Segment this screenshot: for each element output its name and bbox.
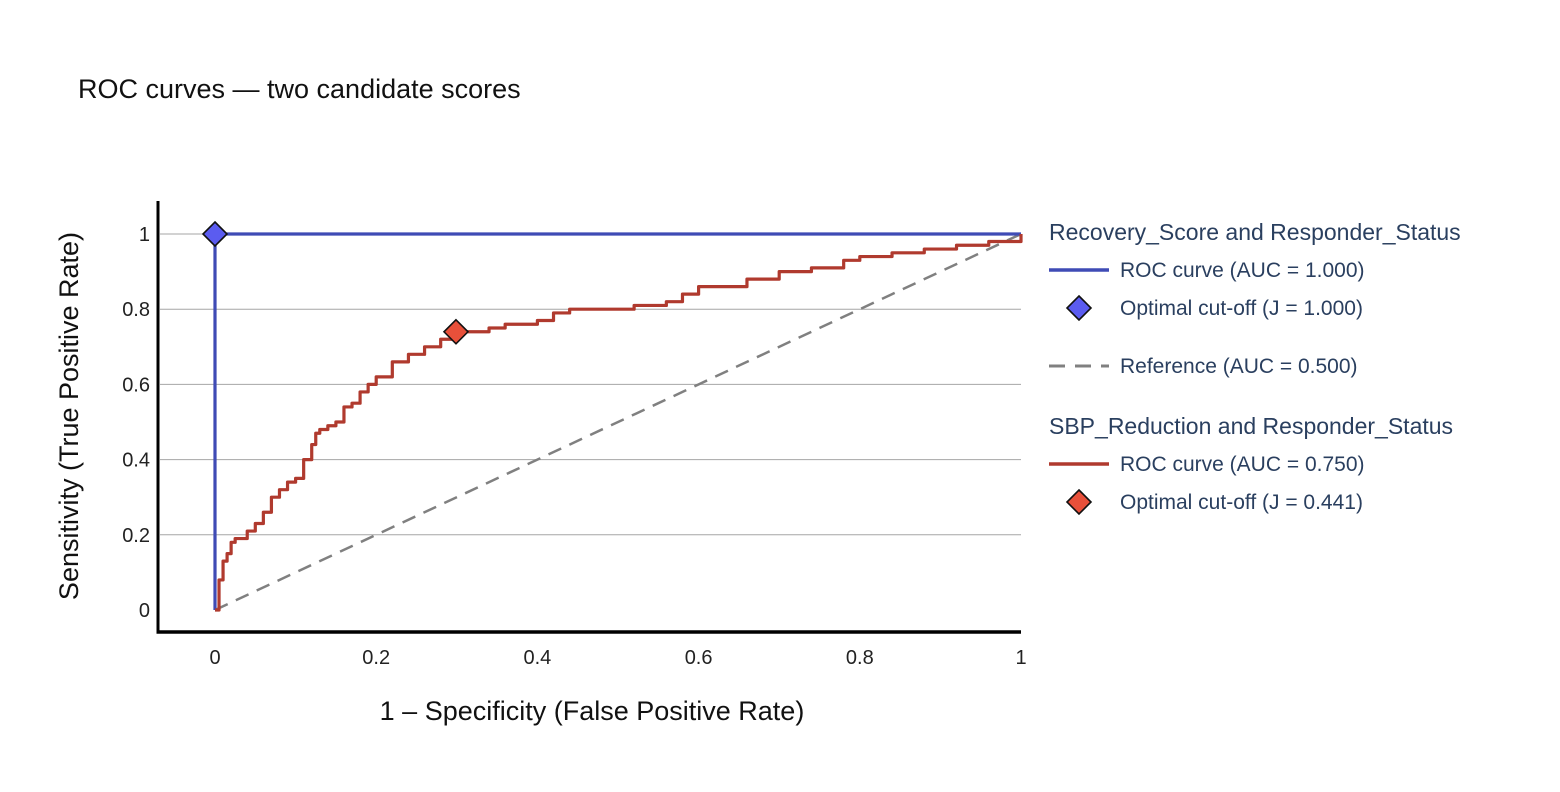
legend-item-label: Optimal cut-off (J = 1.000) — [1120, 297, 1363, 320]
optimal-cutoff-marker — [442, 318, 470, 345]
chart-title: ROC curves — two candidate scores — [78, 74, 521, 104]
legend-group-title: SBP_Reduction and Responder_Status — [1049, 413, 1453, 439]
y-tick-label: 0 — [139, 600, 150, 622]
legend-item-label: Optimal cut-off (J = 0.441) — [1120, 491, 1363, 514]
x-axis-title: 1 – Specificity (False Positive Rate) — [380, 696, 805, 726]
x-tick-label: 0.4 — [523, 647, 551, 669]
legend-item-label: ROC curve (AUC = 1.000) — [1120, 259, 1365, 282]
y-tick-label: 0.2 — [122, 525, 150, 547]
x-tick-label: 0.2 — [362, 647, 390, 669]
axes — [156, 201, 1021, 634]
legend-diamond-swatch — [1065, 488, 1093, 516]
y-tick-label: 0.8 — [122, 299, 150, 321]
x-tick-label: 0.6 — [685, 647, 713, 669]
legend-diamond-swatch — [1065, 294, 1093, 322]
y-tick-label: 1 — [139, 224, 150, 246]
y-axis-title: Sensitivity (True Positive Rate) — [54, 232, 84, 600]
legend-item-label: ROC curve (AUC = 0.750) — [1120, 453, 1365, 476]
x-tick-label: 0.8 — [846, 647, 874, 669]
optimal-cutoff-marker — [201, 220, 229, 248]
x-tick-label: 1 — [1015, 647, 1026, 669]
series-layer — [213, 232, 1023, 612]
y-tick-label: 0.4 — [122, 450, 150, 472]
legend-group-title: Recovery_Score and Responder_Status — [1049, 219, 1461, 245]
series-line — [214, 232, 1022, 612]
y-tick-label: 0.6 — [122, 374, 150, 396]
series-line — [215, 234, 1023, 612]
legend-item-label: Reference (AUC = 0.500) — [1120, 355, 1358, 378]
legend: Recovery_Score and Responder_Status ROC c… — [1049, 219, 1461, 516]
tick-labels: 0 0.2 0.4 0.6 0.8 1 0 0.2 0.4 0.6 0.8 1 — [122, 224, 1026, 669]
marker-layer — [201, 220, 470, 345]
grid-lines — [160, 233, 1021, 536]
x-tick-label: 0 — [209, 647, 220, 669]
